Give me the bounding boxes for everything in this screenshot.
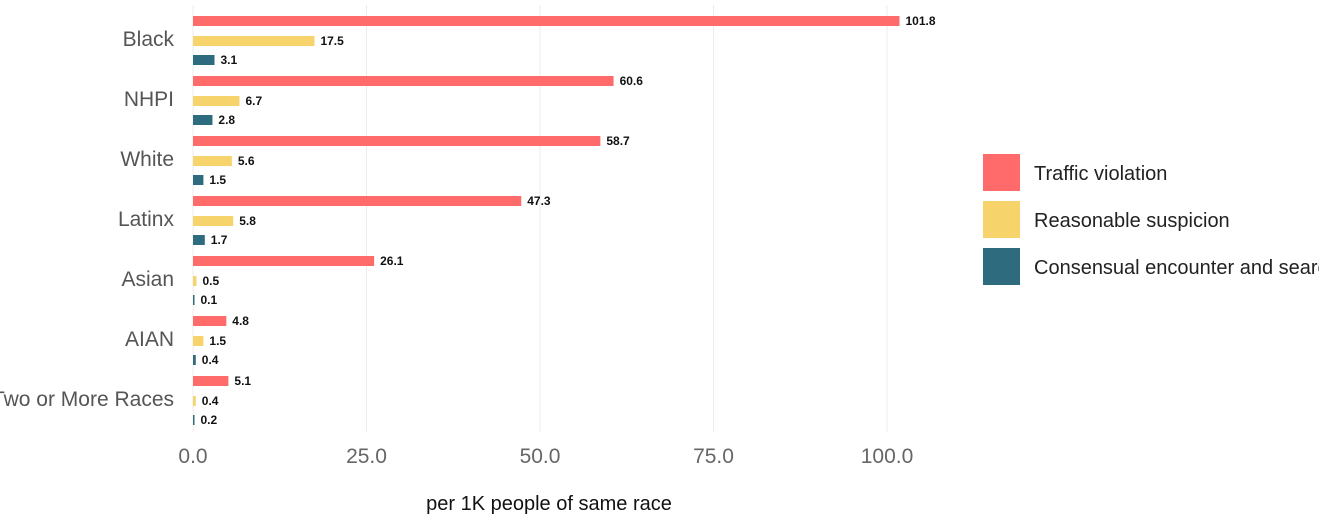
data-label: 17.5	[320, 34, 344, 48]
bar	[193, 235, 205, 245]
x-axis-title: per 1K people of same race	[426, 493, 672, 515]
data-label: 1.5	[209, 334, 226, 348]
x-tick-label: 0.0	[178, 445, 207, 468]
legend-swatch	[983, 201, 1020, 238]
bar	[193, 175, 204, 185]
data-label: 1.5	[209, 173, 226, 187]
category-label: Latinx	[118, 208, 175, 231]
legend-swatch	[983, 248, 1020, 285]
legend-label: Consensual encounter and search	[1034, 257, 1319, 279]
bar	[193, 55, 215, 65]
x-tick-label: 100.0	[861, 445, 914, 468]
data-label: 0.2	[201, 413, 218, 427]
bar	[193, 355, 196, 365]
bar	[193, 276, 197, 286]
bar	[193, 76, 614, 86]
bar	[193, 295, 195, 305]
bar	[193, 316, 227, 326]
legend: Traffic violation Reasonable suspicion Con…	[983, 154, 1319, 285]
bar	[193, 396, 196, 406]
bar	[193, 136, 601, 146]
data-label: 1.7	[211, 233, 228, 247]
bar	[193, 336, 204, 346]
data-label: 60.6	[620, 74, 644, 88]
data-label: 2.8	[218, 113, 235, 127]
data-label: 5.1	[234, 374, 251, 388]
data-label: 58.7	[606, 134, 630, 148]
data-label: 0.4	[202, 394, 219, 408]
bar	[193, 115, 213, 125]
category-label: Asian	[121, 268, 174, 291]
bar	[193, 156, 232, 166]
x-tick-label: 50.0	[520, 445, 561, 468]
bar	[193, 376, 229, 386]
data-label: 0.5	[202, 274, 219, 288]
legend-swatch	[983, 154, 1020, 191]
data-label: 6.7	[245, 94, 262, 108]
data-label: 47.3	[527, 194, 551, 208]
legend-label: Traffic violation	[1034, 163, 1167, 185]
x-tick-label: 75.0	[693, 445, 734, 468]
data-label: 4.8	[232, 314, 249, 328]
category-label: Two or More Races	[0, 388, 174, 411]
bars	[193, 16, 900, 425]
data-label: 0.1	[201, 293, 218, 307]
data-label: 0.4	[202, 353, 219, 367]
category-label: NHPI	[124, 88, 174, 111]
grid	[192, 5, 888, 432]
data-label: 101.8	[905, 14, 935, 28]
data-label: 5.6	[238, 154, 255, 168]
data-label: 5.8	[239, 214, 256, 228]
x-tick-label: 25.0	[346, 445, 387, 468]
category-label: Black	[123, 28, 175, 51]
category-label: AIAN	[125, 328, 174, 351]
bar	[193, 196, 522, 206]
x-tick-labels: 0.0 25.0 50.0 75.0 100.0	[178, 445, 913, 468]
bar	[193, 256, 375, 266]
category-labels: Black NHPI White Latinx Asian AIAN Two or More…	[0, 28, 174, 411]
bar	[193, 216, 234, 226]
bar	[193, 96, 240, 106]
data-label: 26.1	[380, 254, 404, 268]
category-label: White	[120, 148, 174, 171]
bar	[193, 16, 900, 26]
data-labels: 101.8 17.5 3.1 60.6 6.7 2.8 58.7 5.6 1.5 47.3 5.8 1…	[201, 14, 936, 427]
data-label: 3.1	[221, 53, 238, 67]
bar	[193, 36, 315, 46]
legend-label: Reasonable suspicion	[1034, 210, 1230, 232]
bar	[193, 415, 195, 425]
